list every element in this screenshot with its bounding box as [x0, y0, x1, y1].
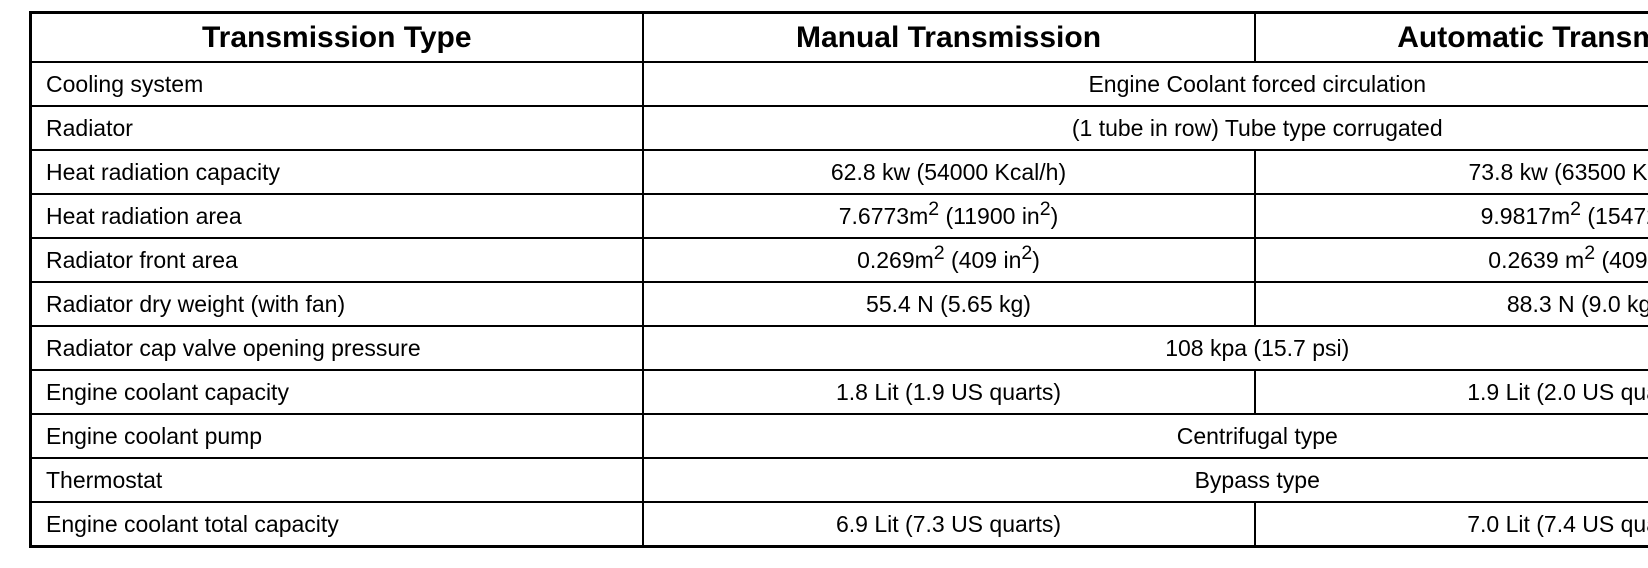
cell-text: 1.9 Lit (2.0 US qua	[1467, 378, 1648, 405]
cell-text: Centrifugal type	[1176, 422, 1338, 449]
table-row: Engine coolant capacity 1.8 Lit (1.9 US q…	[29, 369, 1648, 415]
cell-text: Radiator	[46, 114, 133, 141]
superscript: 2	[933, 241, 945, 264]
table-row: Heat radiation area 7.6773m2 (11900 in2) 9…	[29, 193, 1648, 239]
cell-text: (15472	[1587, 202, 1648, 229]
superscript: 2	[1021, 241, 1033, 264]
table-row: Thermostat Bypass type	[29, 457, 1648, 503]
table-row: Engine coolant pump Centrifugal type	[29, 413, 1648, 459]
value-cell: Engine Coolant forced circulation	[641, 61, 1648, 107]
table-row: Radiator cap valve opening pressure 108 k…	[29, 325, 1648, 371]
superscript: 2	[928, 197, 940, 220]
cell-text: )	[1050, 202, 1059, 229]
cell-text: 6.9 Lit (7.3 US quarts)	[836, 510, 1061, 537]
value-cell: 0.269m2 (409 in2)	[641, 237, 1256, 283]
value-cell: 1.9 Lit (2.0 US qua	[1253, 369, 1648, 415]
superscript: 2	[1039, 197, 1051, 220]
cell-text: Engine coolant total capacity	[46, 510, 339, 537]
value-cell: 7.0 Lit (7.4 US qua	[1253, 501, 1648, 548]
cell-text: Automatic Transm	[1397, 20, 1648, 54]
header-cell: Transmission Type	[29, 11, 644, 63]
cell-text: Bypass type	[1194, 466, 1320, 493]
value-cell: 1.8 Lit (1.9 US quarts)	[641, 369, 1256, 415]
row-label: Heat radiation area	[29, 193, 644, 239]
cell-text: Thermostat	[46, 466, 163, 493]
value-cell: 73.8 kw (63500 Kc	[1253, 149, 1648, 195]
cell-text: 7.0 Lit (7.4 US qua	[1467, 510, 1648, 537]
value-cell: (1 tube in row) Tube type corrugated	[641, 105, 1648, 151]
header-row: Transmission Type Manual Transmission Auto…	[29, 11, 1648, 63]
cell-text: 108 kpa (15.7 psi)	[1165, 334, 1350, 361]
cell-text: Heat radiation area	[46, 202, 242, 229]
row-label: Engine coolant pump	[29, 413, 644, 459]
cell-text: Heat radiation capacity	[46, 158, 280, 185]
value-cell: 0.2639 m2 (409 i	[1253, 237, 1648, 283]
table-row: Radiator (1 tube in row) Tube type corrug…	[29, 105, 1648, 151]
row-label: Engine coolant total capacity	[29, 501, 644, 548]
cell-text: (1 tube in row) Tube type corrugated	[1071, 114, 1443, 141]
cell-text: Engine coolant capacity	[46, 378, 289, 405]
cell-text: Cooling system	[46, 70, 204, 97]
cell-text: (11900 in	[939, 202, 1040, 229]
row-label: Radiator dry weight (with fan)	[29, 281, 644, 327]
cell-text: 9.9817m	[1480, 202, 1571, 229]
table-body: Cooling system Engine Coolant forced circ…	[29, 61, 1648, 548]
cell-text: 55.4 N (5.65 kg)	[866, 290, 1031, 317]
cell-text: (409 i	[1601, 246, 1648, 273]
table-row: Radiator front area 0.269m2 (409 in2) 0.26…	[29, 237, 1648, 283]
table-row: Heat radiation capacity 62.8 kw (54000 Kc…	[29, 149, 1648, 195]
cell-text: 0.2639 m	[1488, 246, 1585, 273]
row-label: Cooling system	[29, 61, 644, 107]
table-row: Engine coolant total capacity 6.9 Lit (7.…	[29, 501, 1648, 548]
row-label: Thermostat	[29, 457, 644, 503]
cell-text: 0.269m	[857, 246, 934, 273]
cell-text: 1.8 Lit (1.9 US quarts)	[836, 378, 1061, 405]
cell-text: Radiator front area	[46, 246, 238, 273]
value-cell: 6.9 Lit (7.3 US quarts)	[641, 501, 1256, 548]
table-row: Cooling system Engine Coolant forced circ…	[29, 61, 1648, 107]
row-label: Heat radiation capacity	[29, 149, 644, 195]
cell-text: Radiator dry weight (with fan)	[46, 290, 346, 317]
header-cell: Manual Transmission	[641, 11, 1256, 63]
value-cell: 62.8 kw (54000 Kcal/h)	[641, 149, 1256, 195]
header-cell: Automatic Transm	[1253, 11, 1648, 63]
value-cell: 55.4 N (5.65 kg)	[641, 281, 1256, 327]
row-label: Engine coolant capacity	[29, 369, 644, 415]
value-cell: 88.3 N (9.0 kg)	[1253, 281, 1648, 327]
cell-text: )	[1032, 246, 1040, 273]
value-cell: Centrifugal type	[641, 413, 1648, 459]
table-row: Radiator dry weight (with fan) 55.4 N (5.…	[29, 281, 1648, 327]
cell-text: 88.3 N (9.0 kg)	[1506, 290, 1648, 317]
cell-text: 73.8 kw (63500 Kc	[1468, 158, 1648, 185]
value-cell: 108 kpa (15.7 psi)	[641, 325, 1648, 371]
superscript: 2	[1584, 241, 1596, 264]
value-cell: 7.6773m2 (11900 in2)	[641, 193, 1256, 239]
row-label: Radiator front area	[29, 237, 644, 283]
cell-text: Engine coolant pump	[46, 422, 263, 449]
spec-table: Transmission Type Manual Transmission Auto…	[29, 11, 1648, 548]
row-label: Radiator	[29, 105, 644, 151]
value-cell: Bypass type	[641, 457, 1648, 503]
cell-text: Engine Coolant forced circulation	[1088, 70, 1427, 97]
superscript: 2	[1570, 197, 1581, 220]
cell-text: (409 in	[944, 246, 1022, 273]
cell-text: Radiator cap valve opening pressure	[46, 334, 421, 361]
row-label: Radiator cap valve opening pressure	[29, 325, 644, 371]
cell-text: 7.6773m	[838, 202, 929, 229]
cell-text: Manual Transmission	[795, 20, 1102, 54]
cell-text: 62.8 kw (54000 Kcal/h)	[830, 158, 1067, 185]
cell-text: Transmission Type	[201, 20, 472, 54]
value-cell: 9.9817m2 (15472	[1253, 193, 1648, 239]
